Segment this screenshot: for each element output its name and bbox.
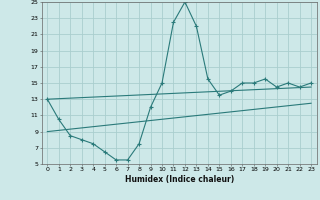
X-axis label: Humidex (Indice chaleur): Humidex (Indice chaleur) <box>124 175 234 184</box>
